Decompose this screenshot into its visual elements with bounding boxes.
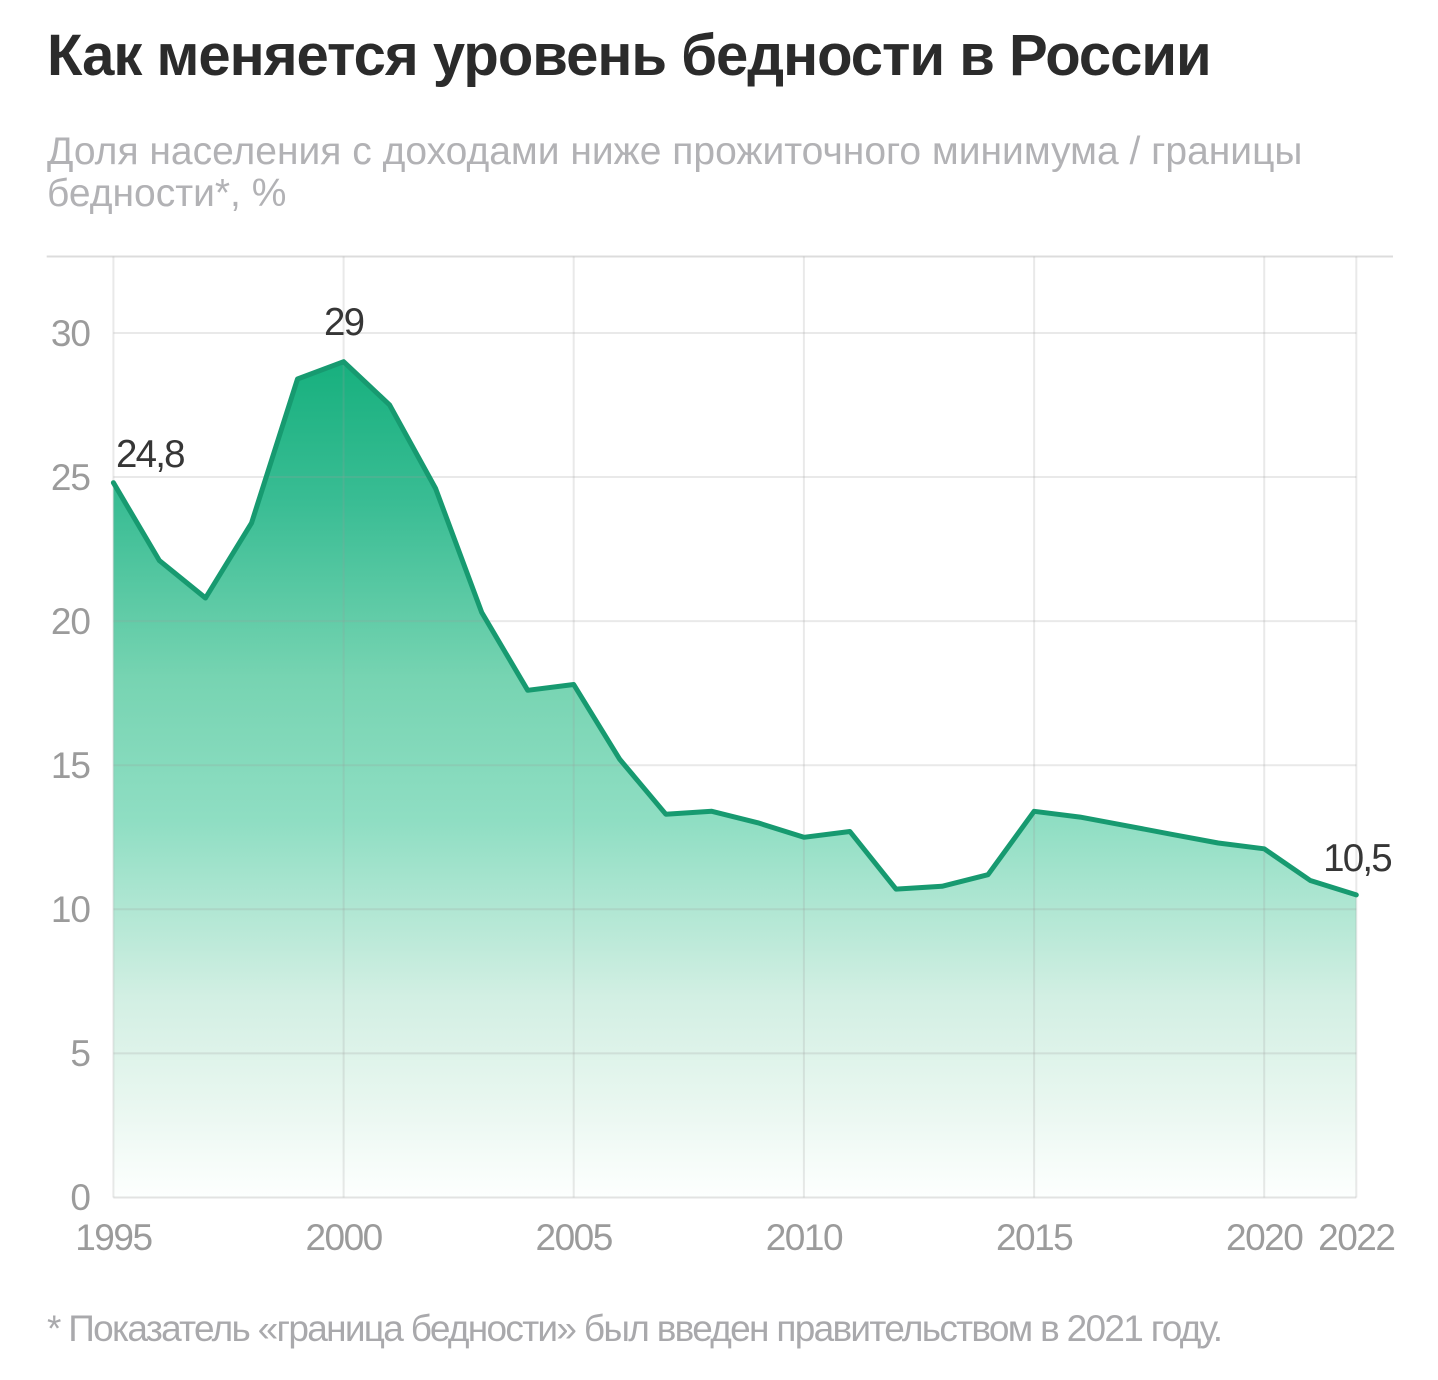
svg-text:5: 5 <box>70 1033 90 1074</box>
svg-text:10: 10 <box>51 889 91 930</box>
svg-text:15: 15 <box>51 745 91 786</box>
svg-text:20: 20 <box>51 601 91 642</box>
svg-text:2010: 2010 <box>766 1217 843 1258</box>
svg-text:25: 25 <box>51 457 91 498</box>
svg-text:2005: 2005 <box>536 1217 613 1258</box>
svg-text:0: 0 <box>70 1177 90 1218</box>
svg-text:2000: 2000 <box>305 1217 382 1258</box>
svg-text:2022: 2022 <box>1318 1217 1394 1258</box>
svg-text:10,5: 10,5 <box>1323 837 1391 880</box>
svg-text:24,8: 24,8 <box>116 433 184 476</box>
svg-text:1995: 1995 <box>75 1217 152 1258</box>
svg-text:2015: 2015 <box>996 1217 1073 1258</box>
svg-text:29: 29 <box>324 301 364 344</box>
svg-text:2020: 2020 <box>1226 1217 1303 1258</box>
svg-text:30: 30 <box>51 313 91 354</box>
